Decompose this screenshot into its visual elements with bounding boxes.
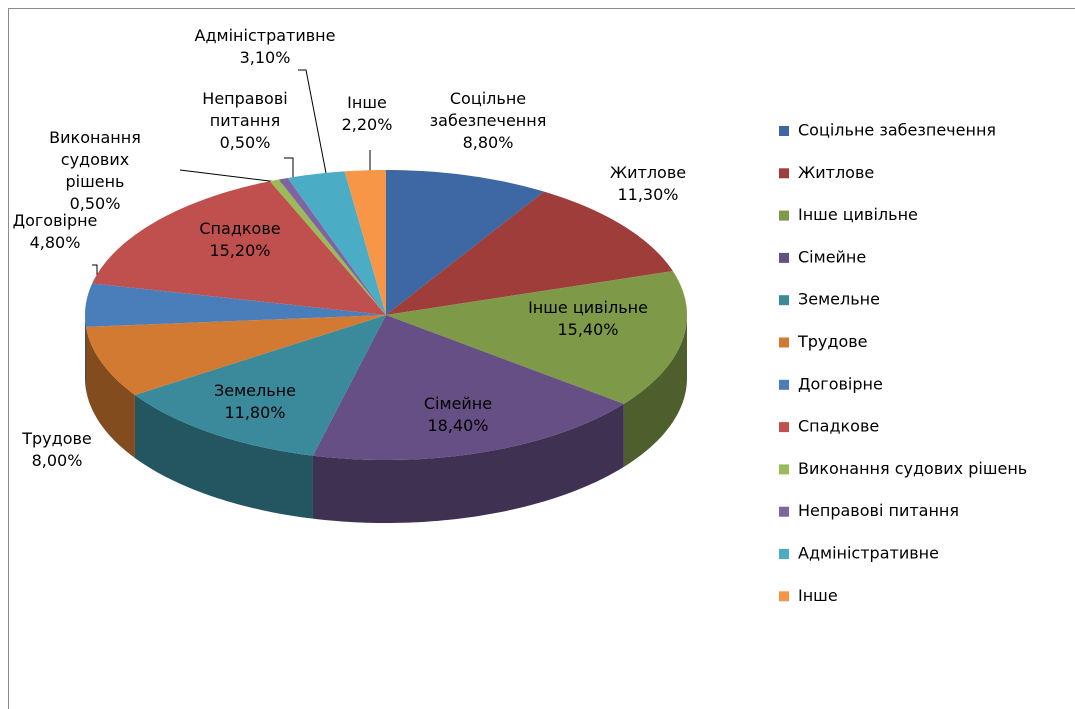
data-label-value: 11,30% (617, 185, 679, 204)
data-label-value: 2,20% (341, 115, 393, 134)
legend-label: Спадкове (798, 417, 879, 436)
chart-frame (8, 8, 1075, 709)
legend-swatch (779, 591, 789, 602)
data-label-value: 0,50% (219, 133, 271, 152)
slice (86, 315, 387, 395)
data-label-name: Житлове (609, 163, 687, 182)
slice-side (134, 394, 313, 519)
legend-label: Адміністративне (798, 544, 939, 563)
data-label: Виконання судових рішень 0,50% (29, 127, 161, 215)
data-label-value: 4,80% (29, 233, 81, 252)
slice (386, 191, 673, 315)
slice (386, 271, 687, 404)
leader-line (284, 157, 294, 180)
data-label-name: Сімейне (423, 394, 493, 413)
data-label-name: Виконання судових рішень (49, 128, 141, 191)
data-label: Соцільне забезпечення 8,80% (423, 88, 553, 154)
data-label-value: 3,10% (239, 48, 291, 67)
data-label-name: Соцільне забезпечення (429, 89, 547, 130)
data-label: Інше цивільне 15,40% (513, 297, 663, 341)
data-label: Житлове 11,30% (593, 162, 703, 206)
legend-swatch (779, 252, 789, 263)
legend-label: Земельне (798, 290, 880, 309)
legend-swatch (779, 422, 789, 433)
data-label-name: Інше (347, 93, 387, 112)
data-label-name: Земельне (214, 381, 296, 400)
slice (92, 181, 386, 315)
data-label-value: 8,80% (462, 133, 514, 152)
legend-label: Соцільне забезпечення (798, 121, 996, 140)
data-label: Земельне 11,80% (200, 380, 310, 424)
slice-side (85, 315, 87, 390)
legend-swatch (779, 549, 789, 559)
slice-side (623, 315, 687, 467)
data-label-name: Неправові питання (202, 89, 288, 130)
leader-line (179, 169, 287, 184)
leader-line (298, 69, 327, 174)
data-label-value: 15,40% (557, 320, 619, 339)
legend-label: Житлове (798, 163, 874, 182)
legend-label: Інше (798, 586, 838, 605)
legend-label: Інше цивільне (798, 205, 918, 224)
slice (287, 171, 386, 315)
data-label-name: Інше цивільне (528, 298, 648, 317)
legend-swatch (779, 210, 789, 221)
legend-swatch (779, 464, 789, 475)
legend-swatch (779, 506, 789, 517)
legend-label: Сімейне (798, 247, 866, 266)
data-label: Трудове 8,00% (7, 428, 107, 472)
data-label-value: 0,50% (69, 194, 121, 213)
legend-swatch (779, 295, 789, 306)
slice-side (312, 403, 624, 523)
legend-swatch (779, 126, 789, 136)
data-label-name: Трудове (22, 429, 92, 448)
legend-swatch (779, 379, 789, 390)
slice (312, 315, 624, 460)
data-label: Інше 2,20% (337, 92, 397, 136)
data-label-name: Договірне (12, 211, 98, 230)
data-label: Неправові питання 0,50% (195, 88, 295, 154)
slice (344, 170, 386, 315)
slice (134, 315, 386, 456)
data-label: Спадкове 15,20% (185, 218, 295, 262)
data-label-value: 8,00% (31, 451, 83, 470)
legend-label: Виконання судових рішень (798, 459, 1027, 478)
data-label: Сімейне 18,40% (403, 393, 513, 437)
slice (85, 283, 386, 327)
slice (269, 179, 386, 315)
legend-swatch (779, 168, 789, 179)
slice (386, 170, 545, 315)
legend-label: Трудове (797, 332, 868, 351)
slice-side (86, 326, 135, 458)
legend-swatch (779, 337, 789, 348)
data-label-name: Адміністративне (194, 26, 336, 45)
slice (278, 177, 386, 315)
legend-label: Договірне (798, 374, 883, 393)
data-label-value: 11,80% (224, 403, 286, 422)
data-label-value: 15,20% (209, 241, 271, 260)
data-label: Адміністративне 3,10% (165, 25, 365, 69)
data-label-name: Спадкове (199, 219, 281, 238)
data-label: Договірне 4,80% (5, 210, 105, 254)
legend-label: Неправові питання (798, 501, 959, 520)
data-label-value: 18,40% (427, 416, 489, 435)
